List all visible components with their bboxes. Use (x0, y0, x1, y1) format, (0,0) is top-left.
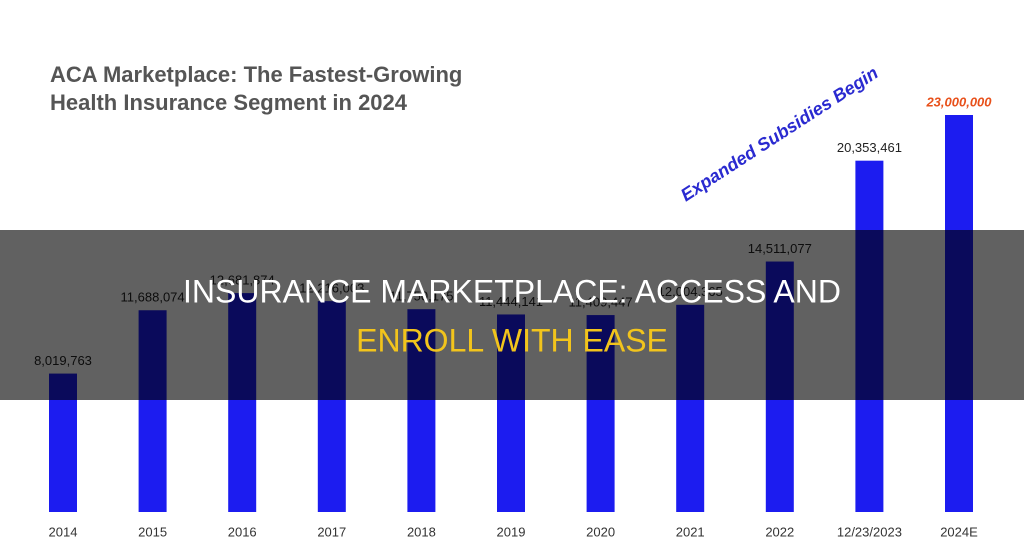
x-tick-label: 2014 (49, 524, 78, 539)
x-tick-label: 2022 (765, 524, 794, 539)
value-label: 20,353,461 (837, 140, 902, 155)
x-tick-label: 2017 (317, 524, 346, 539)
x-tick-label: 2019 (497, 524, 526, 539)
x-tick-label: 12/23/2023 (837, 524, 902, 539)
x-tick-label: 2018 (407, 524, 436, 539)
overlay-title: ENROLL WITH EASE (356, 322, 668, 358)
overlay-title: INSURANCE MARKETPLACE: ACCESS AND (183, 273, 841, 309)
chart-title: ACA Marketplace: The Fastest-Growing (50, 62, 462, 87)
x-tick-label: 2024E (940, 524, 978, 539)
chart-title: Health Insurance Segment in 2024 (50, 90, 408, 115)
x-tick-label: 2015 (138, 524, 167, 539)
x-tick-label: 2021 (676, 524, 705, 539)
overlay-band (0, 230, 1024, 400)
value-label: 23,000,000 (925, 94, 992, 109)
x-tick-label: 2016 (228, 524, 257, 539)
x-tick-label: 2020 (586, 524, 615, 539)
